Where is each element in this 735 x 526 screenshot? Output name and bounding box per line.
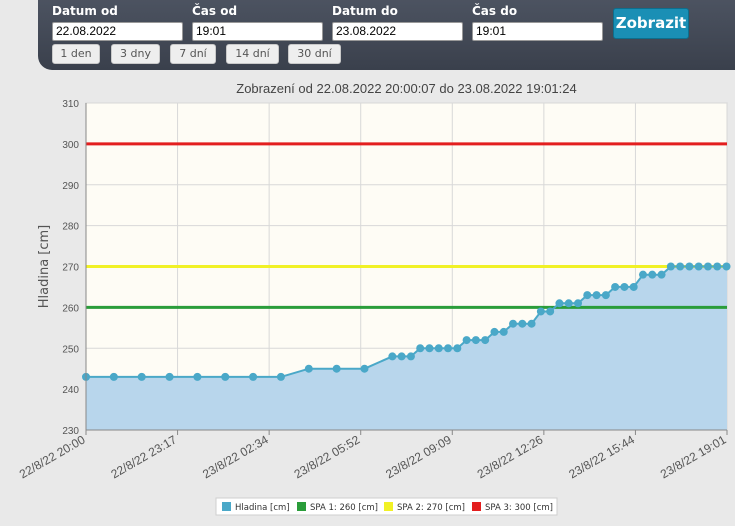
level-point <box>638 270 647 279</box>
date-from-input[interactable]: 22.08.2022 <box>52 22 183 41</box>
level-point <box>193 372 202 381</box>
level-point <box>462 336 471 345</box>
legend-label: SPA 1: 260 [cm] <box>310 503 378 513</box>
x-tick-label: 22/8/22 20:00 <box>17 432 88 481</box>
y-tick-label: 290 <box>62 181 79 192</box>
level-point <box>666 262 675 271</box>
level-point <box>397 352 406 361</box>
time-from-label: Čas od <box>192 4 238 18</box>
level-point <box>564 299 573 308</box>
level-point <box>499 327 508 336</box>
level-point <box>583 291 592 300</box>
level-point <box>221 372 230 381</box>
level-chart: Zobrazení od 22.08.2022 20:00:07 do 23.0… <box>17 81 731 516</box>
x-tick-label: 22/8/22 23:17 <box>108 432 179 481</box>
legend-swatch <box>222 502 231 511</box>
y-tick-label: 240 <box>62 385 79 396</box>
date-from-label: Datum od <box>52 4 118 18</box>
level-point <box>536 307 545 316</box>
x-tick-label: 23/8/22 19:01 <box>658 432 729 481</box>
x-tick-label: 23/8/22 12:26 <box>475 432 546 481</box>
y-tick-label: 300 <box>62 140 79 151</box>
legend-swatch <box>384 502 393 511</box>
level-point <box>546 307 555 316</box>
preset-1-day-button[interactable]: 1 den <box>52 44 100 64</box>
date-to-field: Datum do 23.08.2022 <box>332 4 463 41</box>
level-point <box>694 262 703 271</box>
level-point <box>620 282 629 291</box>
date-from-field: Datum od 22.08.2022 <box>52 4 183 41</box>
level-point <box>518 319 527 328</box>
level-point <box>611 282 620 291</box>
time-to-input[interactable]: 19:01 <box>472 22 603 41</box>
y-tick-label: 230 <box>62 426 79 437</box>
level-point <box>490 327 499 336</box>
level-point <box>509 319 518 328</box>
legend-swatch <box>297 502 306 511</box>
date-to-label: Datum do <box>332 4 398 18</box>
preset-3-days-button[interactable]: 3 dny <box>111 44 160 64</box>
level-point <box>406 352 415 361</box>
level-point <box>444 344 453 353</box>
level-point <box>249 372 258 381</box>
x-tick-label: 23/8/22 05:52 <box>292 432 363 481</box>
x-tick-label: 23/8/22 02:34 <box>200 432 271 481</box>
level-point <box>416 344 425 353</box>
time-to-label: Čas do <box>472 4 518 18</box>
level-point <box>453 344 462 353</box>
legend-swatch <box>472 502 481 511</box>
y-tick-label: 270 <box>62 263 79 274</box>
level-point <box>109 372 118 381</box>
time-to-field: Čas do 19:01 <box>472 4 603 41</box>
legend-label: Hladina [cm] <box>235 503 290 513</box>
preset-14-days-button[interactable]: 14 dní <box>226 44 279 64</box>
y-tick-label: 250 <box>62 344 79 355</box>
y-tick-label: 260 <box>62 303 79 314</box>
preset-30-days-button[interactable]: 30 dní <box>288 44 341 64</box>
chart-title: Zobrazení od 22.08.2022 20:00:07 do 23.0… <box>236 81 576 96</box>
level-point <box>592 291 601 300</box>
level-point <box>388 352 397 361</box>
y-tick-label: 310 <box>62 99 79 110</box>
level-point <box>360 364 369 373</box>
level-point <box>703 262 712 271</box>
level-point <box>276 372 285 381</box>
level-point <box>629 282 638 291</box>
time-from-input[interactable]: 19:01 <box>192 22 323 41</box>
preset-7-days-button[interactable]: 7 dní <box>170 44 216 64</box>
level-point <box>481 336 490 345</box>
level-point <box>332 364 341 373</box>
date-to-input[interactable]: 23.08.2022 <box>332 22 463 41</box>
level-point <box>713 262 722 271</box>
level-point <box>304 364 313 373</box>
level-point <box>574 299 583 308</box>
level-point <box>722 262 731 271</box>
level-point <box>165 372 174 381</box>
level-point <box>425 344 434 353</box>
level-point <box>657 270 666 279</box>
level-point <box>555 299 564 308</box>
level-point <box>434 344 443 353</box>
level-point <box>676 262 685 271</box>
legend-label: SPA 3: 300 [cm] <box>485 503 553 513</box>
zobrazit-button[interactable]: Zobrazit <box>613 8 689 39</box>
filter-panel: Datum od 22.08.2022 Čas od 19:01 Datum d… <box>38 0 735 70</box>
level-point <box>527 319 536 328</box>
x-tick-label: 23/8/22 09:09 <box>383 432 454 481</box>
level-point <box>685 262 694 271</box>
level-point <box>648 270 657 279</box>
x-tick-label: 23/8/22 15:44 <box>566 432 637 481</box>
y-tick-label: 280 <box>62 222 79 233</box>
level-point <box>471 336 480 345</box>
time-from-field: Čas od 19:01 <box>192 4 323 41</box>
legend: Hladina [cm] SPA 1: 260 [cm] SPA 2: 270 [c… <box>215 497 558 516</box>
level-point <box>601 291 610 300</box>
y-axis-title: Hladina [cm] <box>37 225 52 309</box>
level-point <box>137 372 146 381</box>
legend-label: SPA 2: 270 [cm] <box>397 503 465 513</box>
